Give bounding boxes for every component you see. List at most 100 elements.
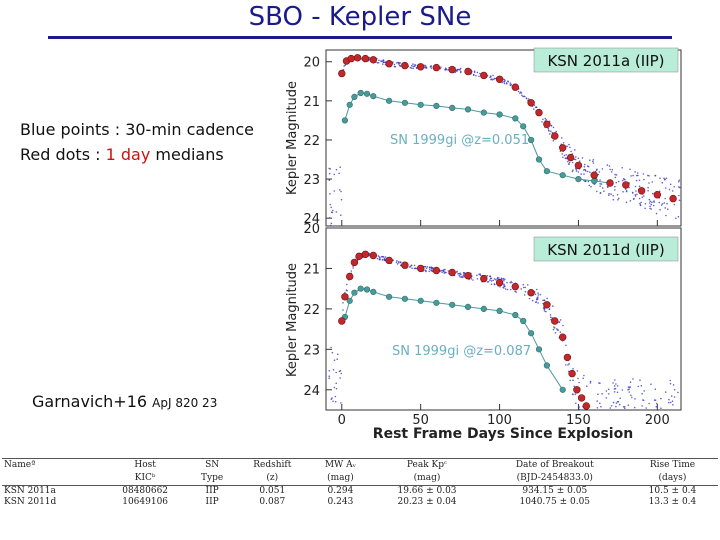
cadence-point [537, 296, 539, 298]
median-point [558, 144, 567, 152]
cadence-point [536, 288, 538, 291]
cadence-point [613, 385, 616, 387]
cadence-point [539, 293, 542, 296]
comparison-point [520, 123, 527, 130]
cadence-point [596, 407, 599, 409]
cadence-point [660, 407, 662, 410]
cadence-point [641, 392, 643, 395]
cadence-point [654, 388, 657, 391]
col-subheader: Type [189, 472, 236, 486]
cadence-point [617, 199, 619, 201]
cadence-point [596, 190, 598, 193]
cadence-point [537, 292, 539, 294]
y-tick-label: 22 [303, 134, 320, 149]
cadence-point [668, 401, 670, 404]
comparison-point [543, 362, 551, 369]
cadence-point [330, 346, 332, 349]
cadence-point [527, 284, 529, 286]
cadence-point [571, 170, 574, 173]
cadence-point [334, 400, 337, 403]
cadence-point [456, 271, 458, 273]
median-point [350, 258, 359, 267]
cadence-point [333, 190, 336, 192]
cadence-point [569, 379, 571, 382]
median-point [637, 187, 646, 195]
comparison-point [363, 90, 371, 97]
cadence-point [561, 153, 563, 155]
cadence-point [498, 277, 500, 279]
cadence-point [463, 276, 465, 278]
median-point [448, 268, 456, 277]
comparison-point [543, 168, 551, 175]
cadence-point [329, 224, 332, 227]
table-cell: IIP [205, 497, 219, 507]
cadence-point [333, 359, 336, 362]
comparison-point [535, 156, 543, 163]
cadence-point [592, 160, 594, 163]
comparison-point [386, 293, 393, 300]
cadence-point [661, 181, 664, 184]
comparison-point [449, 104, 456, 111]
cadence-point [457, 68, 459, 71]
cadence-point [630, 394, 632, 397]
cadence-point [329, 193, 331, 195]
cadence-point [517, 90, 520, 93]
cadence-point [412, 67, 415, 70]
cadence-point [631, 396, 633, 399]
cadence-point [550, 124, 553, 127]
y-tick-label: 21 [303, 95, 320, 110]
cadence-point [625, 201, 628, 204]
cadence-point [447, 69, 449, 71]
table-cell: KSN 2011a [4, 486, 56, 496]
comparison-point [357, 285, 364, 292]
cadence-point [429, 66, 432, 68]
cadence-point [647, 174, 649, 177]
comparison-point [464, 303, 472, 311]
median-point [566, 153, 575, 162]
cadence-point [548, 308, 551, 311]
cadence-point [395, 261, 398, 264]
table-cell: 0.051 [259, 486, 286, 496]
cadence-point [578, 381, 580, 384]
cadence-point [613, 388, 616, 390]
panel-label: KSN 2011a (IIP) [547, 52, 664, 70]
comparison-point [512, 311, 519, 319]
median-point [495, 75, 504, 84]
comparison-point [401, 99, 409, 106]
cadence-point [542, 299, 544, 302]
cadence-point [415, 267, 418, 270]
median-point [573, 386, 581, 394]
cadence-point [479, 274, 482, 277]
median-point [582, 402, 590, 410]
cadence-point [425, 67, 428, 69]
cadence-point [664, 207, 666, 209]
cadence-point [599, 179, 601, 181]
cadence-point [669, 183, 672, 186]
table-cell: 10649106 [122, 497, 169, 507]
cadence-point [592, 162, 595, 164]
y-axis-label: Kepler Magnitude [285, 263, 300, 377]
median-point [369, 56, 377, 64]
cadence-point [614, 189, 616, 191]
cadence-point [328, 377, 331, 380]
comparison-point [559, 172, 566, 179]
cadence-point [506, 281, 508, 284]
cadence-point [346, 289, 348, 292]
cadence-point [503, 284, 505, 286]
cadence-point [535, 301, 538, 303]
cadence-point [624, 188, 627, 190]
panel-ksn-2011d: 20 21 22 23 24 0 50 100 150 200 SN 1999gi @z=0.08… [285, 222, 682, 442]
cadence-point [549, 133, 551, 135]
cadence-point [672, 404, 674, 406]
cadence-point [383, 257, 386, 260]
cadence-point [649, 205, 651, 208]
cadence-point [589, 380, 592, 383]
cadence-point [578, 160, 581, 162]
cadence-point [460, 273, 462, 276]
cadence-point [340, 372, 343, 375]
cadence-point [490, 78, 492, 81]
cadence-point [641, 196, 644, 199]
cadence-point [663, 179, 666, 181]
y-tick-label: 24 [303, 384, 320, 399]
cadence-point [339, 166, 342, 168]
